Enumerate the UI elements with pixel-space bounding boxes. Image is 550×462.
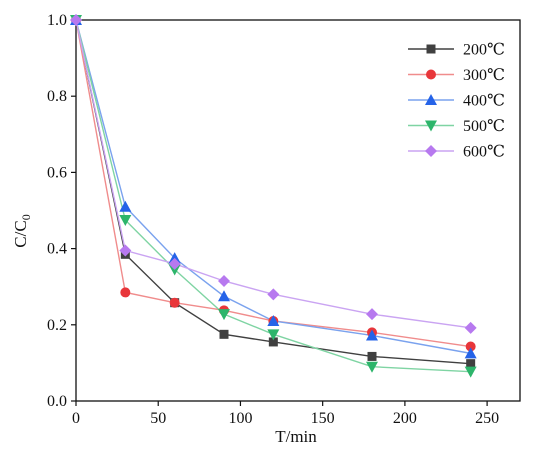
data-point-series-3 (218, 290, 230, 302)
data-point-series-4 (218, 309, 230, 321)
data-point-series-3 (267, 314, 280, 326)
series-line-3 (75, 19, 471, 355)
x-tick-label: 100 (228, 410, 252, 427)
series-line-1 (75, 19, 471, 365)
plot-area-border (75, 19, 521, 402)
data-point-series-5 (366, 308, 378, 321)
data-point-series-5 (119, 244, 132, 257)
y-tick-label: 0.8 (47, 88, 67, 105)
y-tick-label: 0.6 (47, 164, 67, 181)
series-line-5 (75, 19, 471, 329)
legend-marker (426, 44, 436, 54)
legend-marker (425, 145, 437, 157)
data-point-series-5 (464, 321, 477, 334)
y-axis-label-main: C/C (11, 220, 30, 247)
data-point-series-1 (219, 329, 229, 339)
y-tick-label: 0.4 (47, 241, 67, 258)
y-tick-label: 1.0 (47, 12, 67, 29)
legend-marker (426, 69, 436, 80)
legend-label: 200℃ (463, 42, 505, 59)
data-point-series-3 (464, 347, 477, 359)
y-axis-label: C/C0 (11, 214, 33, 247)
y-axis-label-sub: 0 (19, 214, 33, 220)
data-point-series-2 (169, 297, 180, 308)
y-tick-label: 0.0 (47, 393, 67, 410)
data-point-series-1 (367, 351, 377, 361)
data-point-series-4 (464, 366, 477, 378)
legend-label: 400℃ (463, 93, 505, 110)
x-tick-label: 50 (150, 410, 166, 427)
data-point-series-4 (366, 361, 378, 373)
data-point-series-3 (168, 252, 181, 264)
legend-marker (425, 120, 437, 132)
data-point-series-2 (465, 341, 476, 352)
data-point-series-2 (120, 287, 131, 298)
x-axis-label: T/min (275, 427, 317, 446)
legend-label: 500℃ (463, 118, 505, 135)
data-point-series-1 (268, 337, 278, 347)
x-tick-label: 150 (311, 410, 335, 427)
data-point-series-5 (168, 257, 181, 270)
data-point-series-5 (70, 14, 82, 26)
y-tick-label: 0.2 (47, 317, 67, 334)
data-point-series-1 (466, 359, 476, 369)
data-point-series-3 (119, 200, 132, 212)
x-tick-label: 250 (475, 410, 499, 427)
data-point-series-4 (119, 215, 132, 227)
legend-marker (425, 94, 437, 105)
data-point-series-4 (168, 264, 181, 276)
x-tick-label: 200 (393, 410, 417, 427)
legend-label: 600℃ (463, 144, 505, 161)
legend-label: 300℃ (463, 67, 505, 84)
x-tick-label: 0 (72, 410, 80, 427)
data-point-series-4 (267, 329, 280, 341)
data-point-series-3 (366, 329, 378, 341)
data-point-series-5 (218, 274, 230, 287)
data-point-series-5 (267, 288, 280, 301)
